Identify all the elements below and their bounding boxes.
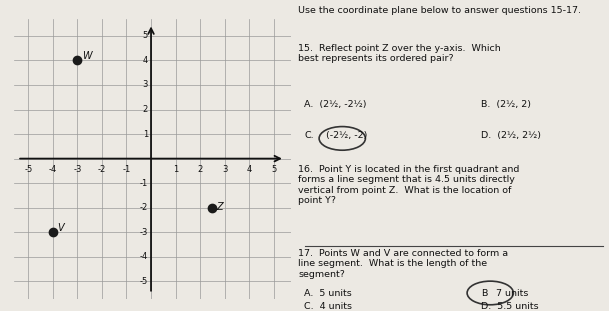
Text: -1: -1	[140, 179, 148, 188]
Text: -2: -2	[98, 165, 106, 174]
Text: 2: 2	[143, 105, 148, 114]
Text: C.: C.	[304, 131, 314, 140]
Text: 1: 1	[173, 165, 178, 174]
Text: B: B	[481, 289, 487, 298]
Text: -1: -1	[122, 165, 130, 174]
Text: 1: 1	[143, 130, 148, 139]
Text: B.  (2½, 2): B. (2½, 2)	[481, 100, 531, 109]
Text: A.  5 units: A. 5 units	[304, 289, 352, 298]
Text: 15.  Reflect point Z over the y-axis.  Which
best represents its ordered pair?: 15. Reflect point Z over the y-axis. Whi…	[298, 44, 501, 63]
Text: -5: -5	[140, 277, 148, 286]
Text: Z: Z	[216, 202, 223, 212]
Text: -4: -4	[49, 165, 57, 174]
Text: -2: -2	[140, 203, 148, 212]
Text: (-2½, -2): (-2½, -2)	[326, 131, 367, 140]
Text: A.  (2½, -2½): A. (2½, -2½)	[304, 100, 367, 109]
Text: 4: 4	[143, 56, 148, 65]
Text: 4: 4	[247, 165, 252, 174]
Text: 5: 5	[143, 31, 148, 40]
Text: 2: 2	[197, 165, 203, 174]
Text: W: W	[82, 51, 91, 61]
Text: D.  5.5 units: D. 5.5 units	[481, 302, 539, 311]
Text: V: V	[57, 223, 64, 233]
Text: C.  4 units: C. 4 units	[304, 302, 353, 311]
Text: -3: -3	[139, 228, 148, 237]
Text: 17.  Points W and V are connected to form a
line segment.  What is the length of: 17. Points W and V are connected to form…	[298, 249, 509, 279]
Text: -3: -3	[73, 165, 82, 174]
Text: 16.  Point Y is located in the first quadrant and
forms a line segment that is 4: 16. Point Y is located in the first quad…	[298, 165, 520, 205]
Text: D.  (2½, 2½): D. (2½, 2½)	[481, 131, 541, 140]
Text: 3: 3	[222, 165, 227, 174]
Text: Use the coordinate plane below to answer questions 15-17.: Use the coordinate plane below to answer…	[298, 6, 582, 15]
Text: 5: 5	[271, 165, 276, 174]
Text: -5: -5	[24, 165, 32, 174]
Text: -4: -4	[140, 252, 148, 261]
Text: 7 units: 7 units	[496, 289, 529, 298]
Text: 3: 3	[143, 81, 148, 90]
